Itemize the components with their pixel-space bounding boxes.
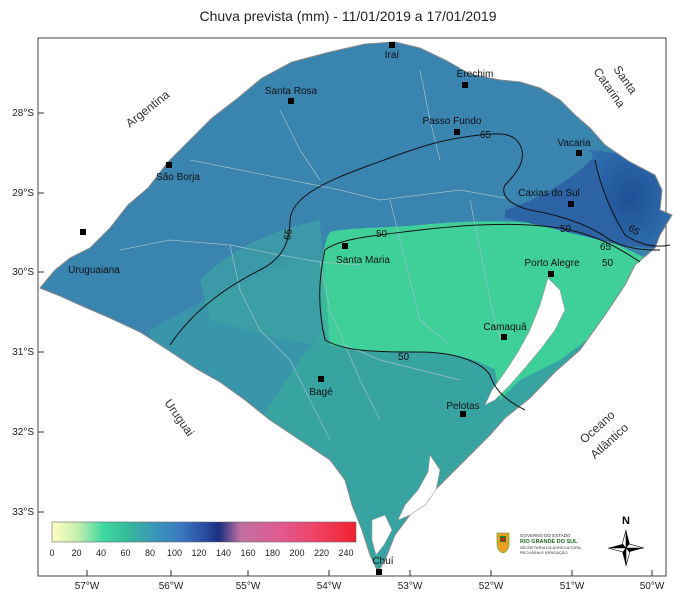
logo-line: RIO GRANDE DO SUL [520, 539, 578, 545]
colorbar-tick-label: 20 [71, 548, 81, 558]
city-label-camaqua: Camaquã [483, 322, 527, 333]
logo-line: GOVERNO DO ESTADO [520, 533, 571, 538]
city-label-chui: Chuí [372, 556, 393, 567]
city-label-irai: Iraí [385, 50, 400, 61]
longitude-axis: 57°W 56°W 55°W 54°W 53°W 52°W 51°W 50°W [75, 570, 665, 592]
lon-label: 53°W [398, 581, 423, 592]
isoline-label: 50 [560, 224, 572, 235]
lat-label: 29°S [12, 188, 34, 199]
city-label-erechim: Erechim [457, 69, 494, 80]
city-marker-santa-maria [342, 243, 348, 249]
city-marker-sao-borja [166, 162, 172, 168]
city-marker-camaqua [501, 334, 507, 340]
colorbar-tick-label: 0 [49, 548, 54, 558]
lon-label: 55°W [236, 581, 261, 592]
logo-line: PECUÁRIA E IRRIGAÇÃO [520, 550, 568, 555]
isoline-50-north [324, 223, 641, 263]
city-label-passo-fundo: Passo Fundo [423, 116, 482, 127]
latitude-axis: 28°S 29°S 30°S 31°S 32°S 33°S [12, 108, 44, 518]
isolines [169, 133, 671, 411]
lat-label: 33°S [12, 507, 34, 518]
lon-label: 57°W [75, 581, 100, 592]
city-marker-porto-alegre [548, 271, 554, 277]
city-label-sao-borja: São Borja [156, 172, 200, 183]
isoline-label: 65 [600, 242, 612, 253]
lon-label: 52°W [479, 581, 504, 592]
city-markers [80, 42, 582, 575]
isoline-label: 50 [376, 229, 388, 240]
city-marker-passo-fundo [454, 129, 460, 135]
city-marker-santa-rosa [288, 98, 294, 104]
lon-label: 50°W [640, 581, 665, 592]
city-label-bage: Bagé [309, 387, 333, 398]
colorbar-tick-label: 180 [265, 548, 280, 558]
city-label-uruguaiana: Uruguaiana [68, 265, 120, 276]
lat-label: 32°S [12, 427, 34, 438]
colorbar-tick-label: 100 [167, 548, 182, 558]
colorbar-tick-label: 120 [191, 548, 206, 558]
map-title: Chuva prevista (mm) - 11/01/2019 a 17/01… [199, 8, 497, 24]
logo-line: SECRETARIA DA AGRICULTURA, [520, 545, 582, 550]
lat-label: 28°S [12, 108, 34, 119]
north-arrow-icon [607, 529, 645, 567]
region-boundaries [119, 69, 506, 441]
colorbar-tick-label: 80 [145, 548, 155, 558]
colorbar-ticks: 0 20 40 60 80 100 120 140 160 180 200 220 240 [49, 548, 353, 558]
city-marker-irai [389, 42, 395, 48]
isoline-80-east [594, 159, 671, 247]
city-marker-bage [318, 376, 324, 382]
colorbar-tick-label: 220 [314, 548, 329, 558]
lat-label: 31°S [12, 347, 34, 358]
lon-label: 51°W [560, 581, 585, 592]
colorbar-tick-label: 200 [289, 548, 304, 558]
city-marker-erechim [462, 82, 468, 88]
city-marker-vacaria [576, 150, 582, 156]
colorbar: 0 20 40 60 80 100 120 140 160 180 200 220 240 [49, 521, 357, 558]
colorbar-tick-label: 40 [96, 548, 106, 558]
government-logo: GOVERNO DO ESTADO RIO GRANDE DO SUL SECR… [496, 532, 582, 555]
city-label-santa-maria: Santa Maria [336, 255, 390, 266]
colorbar-tick-label: 160 [240, 548, 255, 558]
state-outline [39, 41, 673, 574]
colorbar-tick-label: 240 [338, 548, 353, 558]
isoline-label: 65 [282, 228, 295, 241]
lagoa-mangueira [371, 514, 393, 556]
lon-label: 56°W [159, 581, 184, 592]
city-marker-caxias-do-sul [568, 201, 574, 207]
city-label-porto-alegre: Porto Alegre [524, 258, 579, 269]
coat-of-arms-icon [496, 532, 510, 554]
city-marker-pelotas [460, 411, 466, 417]
lagoa-mirim [397, 454, 441, 521]
lagoa-dos-patos [484, 277, 566, 406]
isoline-label: 65 [480, 130, 492, 141]
colorbar-tick-label: 60 [120, 548, 130, 558]
lat-label: 30°S [12, 267, 34, 278]
isoline-65-west [169, 133, 661, 346]
colorbar-gradient [51, 521, 357, 543]
city-label-santa-rosa: Santa Rosa [265, 86, 318, 97]
city-label-pelotas: Pelotas [446, 401, 479, 412]
colorbar-tick-label: 140 [216, 548, 231, 558]
north-label: N [622, 515, 630, 527]
lon-label: 54°W [317, 581, 342, 592]
isoline-label: 50 [602, 258, 614, 269]
city-marker-uruguaiana [80, 229, 86, 235]
isoline-label: 50 [398, 352, 410, 363]
city-label-vacaria: Vacaria [557, 138, 591, 149]
city-marker-chui [376, 569, 382, 575]
city-label-caxias-do-sul: Caxias do Sul [518, 188, 580, 199]
isoline-50-south [319, 249, 526, 411]
